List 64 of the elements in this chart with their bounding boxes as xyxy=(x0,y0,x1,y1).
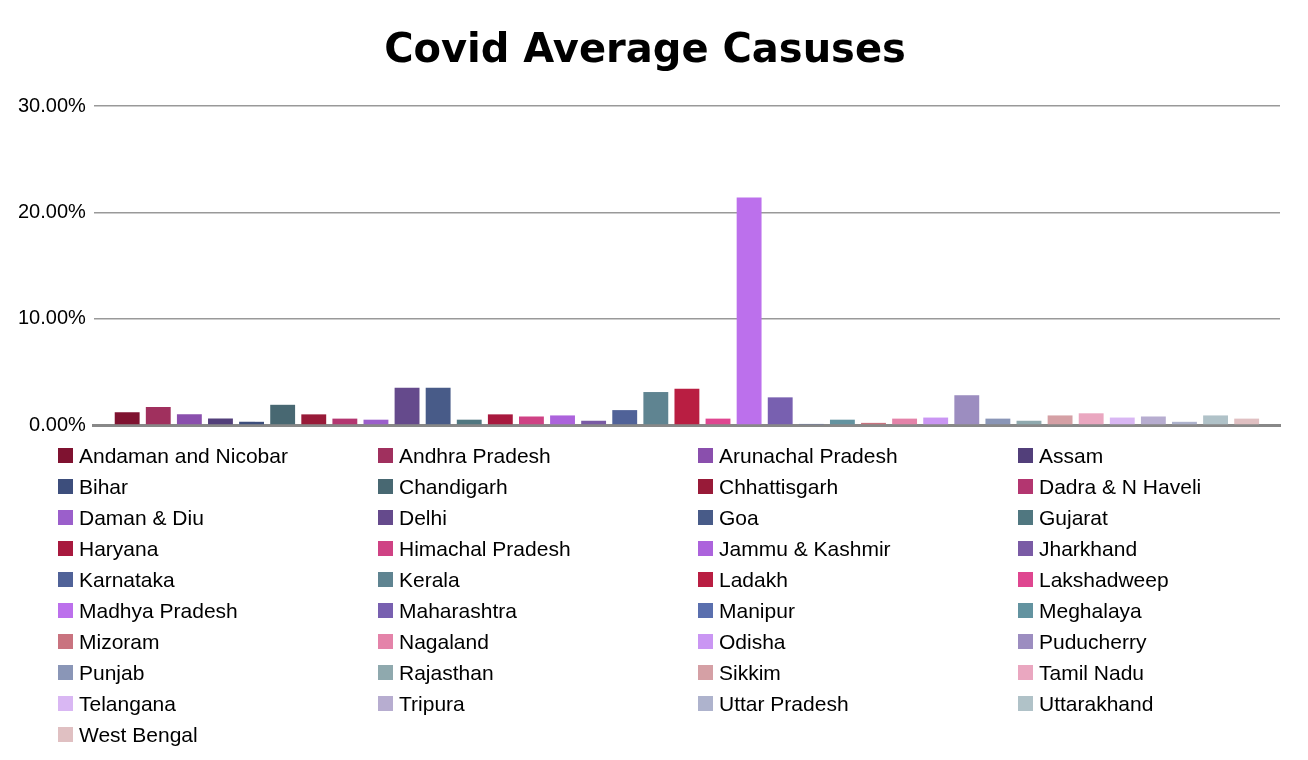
legend-label: Ladakh xyxy=(719,567,788,592)
legend-label: Mizoram xyxy=(79,629,160,654)
legend-label: Andaman and Nicobar xyxy=(79,443,288,468)
bar xyxy=(1047,415,1073,425)
y-tick-label: 20.00% xyxy=(17,199,87,222)
bar xyxy=(270,404,296,425)
legend-label: Rajasthan xyxy=(399,660,494,685)
bar xyxy=(114,412,140,425)
legend-label: Himachal Pradesh xyxy=(399,536,571,561)
legend-label: Assam xyxy=(1039,443,1104,468)
legend-label: Arunachal Pradesh xyxy=(719,443,898,468)
legend-label: Andhra Pradesh xyxy=(399,443,551,468)
bar xyxy=(954,395,980,425)
legend-label: Delhi xyxy=(399,505,447,530)
legend-label: Tripura xyxy=(399,691,465,716)
legend-label: Dadra & N Haveli xyxy=(1039,474,1202,499)
legend-label: Haryana xyxy=(79,536,159,561)
bar xyxy=(1109,417,1135,425)
legend-label: Maharashtra xyxy=(399,598,517,623)
legend-label: West Bengal xyxy=(79,722,198,747)
legend-label: Manipur xyxy=(719,598,795,623)
bar xyxy=(1203,415,1228,425)
legend-label: Daman & Diu xyxy=(79,505,204,530)
legend-label: Nagaland xyxy=(399,629,489,654)
bar xyxy=(550,415,575,425)
bar xyxy=(176,414,202,425)
bar xyxy=(674,388,700,425)
legend-label: Chandigarh xyxy=(399,474,508,499)
y-tick-label: 10.00% xyxy=(17,306,87,329)
y-tick-label: 0.00% xyxy=(29,412,87,435)
legend-label: Meghalaya xyxy=(1039,598,1142,623)
legend-label: Chhattisgarh xyxy=(719,474,839,499)
bar xyxy=(736,197,762,425)
bar xyxy=(767,397,793,425)
bar xyxy=(1140,416,1166,425)
bar xyxy=(394,387,420,425)
legend-label: Uttarakhand xyxy=(1039,691,1154,716)
legend-label: Telangana xyxy=(79,691,176,716)
bar xyxy=(425,387,451,425)
legend-label: Odisha xyxy=(719,629,786,654)
legend-label: Gujarat xyxy=(1039,505,1108,530)
legend-label: Goa xyxy=(719,505,759,530)
bar xyxy=(923,417,949,425)
legend-label: Karnataka xyxy=(79,567,175,592)
legend-label: Lakshadweep xyxy=(1039,567,1169,592)
legend-label: Sikkim xyxy=(719,660,781,685)
bar xyxy=(1078,413,1104,425)
bar xyxy=(518,416,544,425)
legend-label: Jammu & Kashmir xyxy=(719,536,891,561)
legend-label: Uttar Pradesh xyxy=(719,691,849,716)
legend-label: Kerala xyxy=(399,567,460,592)
legend-label: Bihar xyxy=(79,474,129,499)
bar xyxy=(301,414,327,425)
legend-label: Punjab xyxy=(79,660,145,685)
bar xyxy=(643,392,669,425)
legend-label: Tamil Nadu xyxy=(1039,660,1145,685)
legend-label: Jharkhand xyxy=(1039,536,1138,561)
bar xyxy=(487,414,513,425)
legend-label: Puducherry xyxy=(1039,629,1147,654)
bar xyxy=(145,406,171,425)
chart-title: Covid Average Casuses xyxy=(384,25,906,72)
legend-label: Madhya Pradesh xyxy=(79,598,238,623)
bar xyxy=(612,410,638,425)
y-tick-label: 30.00% xyxy=(17,93,87,116)
